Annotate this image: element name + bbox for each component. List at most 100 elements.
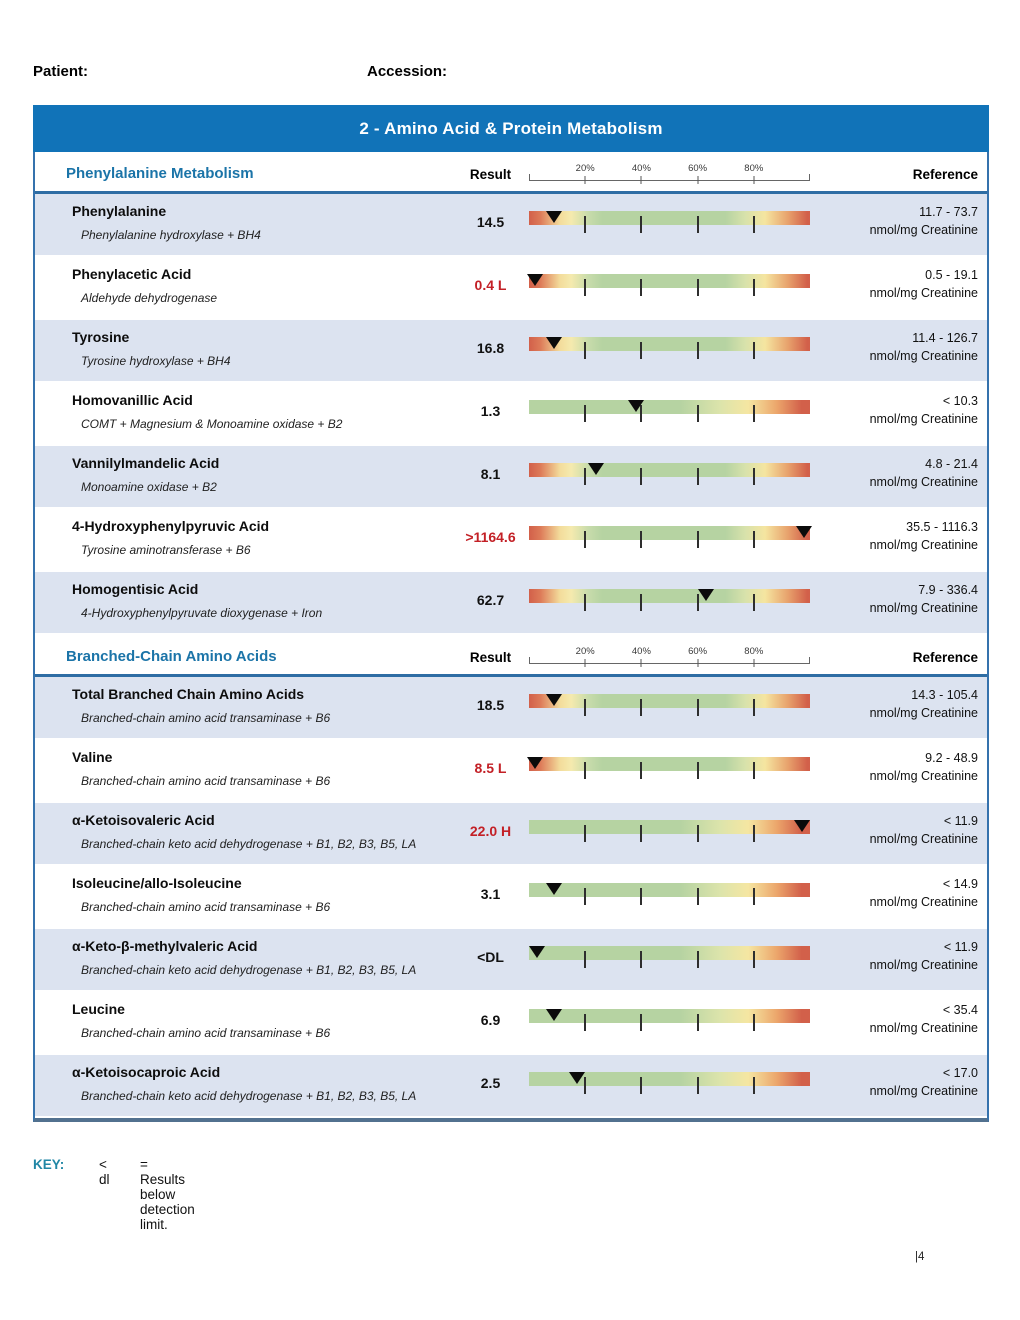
scale-tick (697, 176, 699, 184)
scale-tick (697, 659, 699, 667)
column-header-reference: Reference (912, 650, 978, 665)
analyte-name: Valine (72, 749, 113, 765)
result-bar-area (529, 589, 810, 619)
enzyme-note: 4-Hydroxyphenylpyruvate dioxygenase + Ir… (81, 606, 323, 620)
scale-tick-label: 60% (688, 646, 708, 657)
scale-end-tick-right (809, 174, 810, 181)
enzyme-note: Branched-chain amino acid transaminase +… (81, 1026, 331, 1040)
result-value: 3.1 (480, 886, 501, 902)
result-value: >1164.6 (465, 529, 516, 545)
table-row: Homogentisic Acid 4-Hydroxyphenylpyruvat… (35, 572, 987, 635)
bar-tick (584, 594, 587, 611)
scale-tick-label: 40% (631, 163, 651, 174)
bar-tick (584, 762, 587, 779)
bar-tick (696, 468, 699, 485)
patient-label: Patient: (33, 63, 89, 80)
enzyme-note: Monoamine oxidase + B2 (81, 480, 217, 494)
bar-tick (752, 825, 755, 842)
bar-tick (752, 594, 755, 611)
bar-tick (640, 342, 643, 359)
bar-tick (696, 888, 699, 905)
result-gradient-bar (529, 757, 810, 779)
result-bar-area (529, 1009, 810, 1039)
enzyme-note: Tyrosine aminotransferase + B6 (81, 543, 251, 557)
reference-range: 0.5 - 19.1 (925, 268, 978, 282)
bar-tick (584, 888, 587, 905)
result-bar-area (529, 337, 810, 367)
result-value: 2.5 (480, 1075, 501, 1091)
result-marker-icon (526, 274, 543, 286)
bar-tick (584, 531, 587, 548)
analyte-name: Isoleucine/allo-Isoleucine (72, 875, 242, 891)
analyte-name: Tyrosine (72, 329, 130, 345)
analyte-name: Vannilylmandelic Acid (72, 455, 220, 471)
result-marker-icon (529, 946, 546, 958)
result-marker-icon (546, 337, 563, 349)
result-value: 8.1 (480, 466, 501, 482)
result-gradient-bar (529, 694, 810, 716)
table-row: α-Keto-β-methylvaleric Acid Branched-cha… (35, 929, 987, 992)
table-row: Leucine Branched-chain amino acid transa… (35, 992, 987, 1055)
reference-units: nmol/mg Creatinine (869, 223, 978, 237)
scale-line (529, 180, 810, 181)
reference-cell: < 17.0 nmol/mg Creatinine (870, 1064, 978, 1100)
analyte-name: α-Ketoisovaleric Acid (72, 812, 215, 828)
enzyme-note: Tyrosine hydroxylase + BH4 (81, 354, 231, 368)
analyte-name: 4-Hydroxyphenylpyruvic Acid (72, 518, 270, 534)
results-table: Phenylalanine Metabolism Result 20% 40% 60… (33, 152, 989, 1122)
reference-units: nmol/mg Creatinine (869, 1021, 978, 1035)
bar-tick (696, 1077, 699, 1094)
result-marker-icon (796, 526, 813, 538)
report-title: 2 - Amino Acid & Protein Metabolism (33, 105, 989, 152)
bar-tick (752, 531, 755, 548)
scale-tick (584, 176, 586, 184)
enzyme-note: Branched-chain amino acid transaminase +… (81, 711, 331, 725)
enzyme-note: Branched-chain keto acid dehydrogenase +… (81, 837, 417, 851)
result-marker-icon (546, 883, 563, 895)
result-gradient-bar (529, 1009, 810, 1031)
scale-tick (584, 659, 586, 667)
reference-units: nmol/mg Creatinine (869, 538, 978, 552)
bar-tick (640, 699, 643, 716)
reference-range: 11.4 - 126.7 (912, 331, 978, 345)
table-row: Valine Branched-chain amino acid transam… (35, 740, 987, 803)
scale-tick (753, 659, 755, 667)
scale-tick (640, 176, 642, 184)
section-header: Branched-Chain Amino Acids Result 20% 40%… (35, 635, 987, 677)
result-marker-icon (793, 820, 810, 832)
bar-tick (584, 405, 587, 422)
reference-range: < 11.9 (943, 814, 978, 828)
table-row: 4-Hydroxyphenylpyruvic Acid Tyrosine ami… (35, 509, 987, 572)
scale-line (529, 663, 810, 664)
result-gradient-bar (529, 820, 810, 842)
percent-scale: 20% 40% 60% 80% (529, 643, 810, 669)
reference-range: 35.5 - 1116.3 (906, 520, 978, 534)
scale-end-tick-left (529, 174, 530, 181)
result-gradient-bar (529, 946, 810, 968)
result-bar-area (529, 883, 810, 913)
reference-cell: < 11.9 nmol/mg Creatinine (870, 812, 978, 848)
bar-tick (696, 216, 699, 233)
bar-tick (752, 342, 755, 359)
table-row: Total Branched Chain Amino Acids Branche… (35, 677, 987, 740)
analyte-name: Homogentisic Acid (72, 581, 199, 597)
result-value: 8.5 L (474, 760, 507, 776)
bar-tick (640, 762, 643, 779)
scale-tick-label: 40% (631, 646, 651, 657)
bar-tick (696, 342, 699, 359)
bar-tick (640, 216, 643, 233)
key-definition: = Results below detection limit. (140, 1157, 195, 1232)
bar-tick (752, 1014, 755, 1031)
bar-tick (696, 1014, 699, 1031)
reference-cell: 7.9 - 336.4 nmol/mg Creatinine (870, 581, 978, 617)
bar-tick (696, 531, 699, 548)
table-row: Isoleucine/allo-Isoleucine Branched-chai… (35, 866, 987, 929)
enzyme-note: Branched-chain amino acid transaminase +… (81, 774, 331, 788)
bar-tick (752, 762, 755, 779)
key-label: KEY: (33, 1157, 65, 1172)
bar-tick (640, 1014, 643, 1031)
bar-tick (640, 531, 643, 548)
bar-tick (640, 279, 643, 296)
table-row: Vannilylmandelic Acid Monoamine oxidase … (35, 446, 987, 509)
bar-tick (696, 825, 699, 842)
